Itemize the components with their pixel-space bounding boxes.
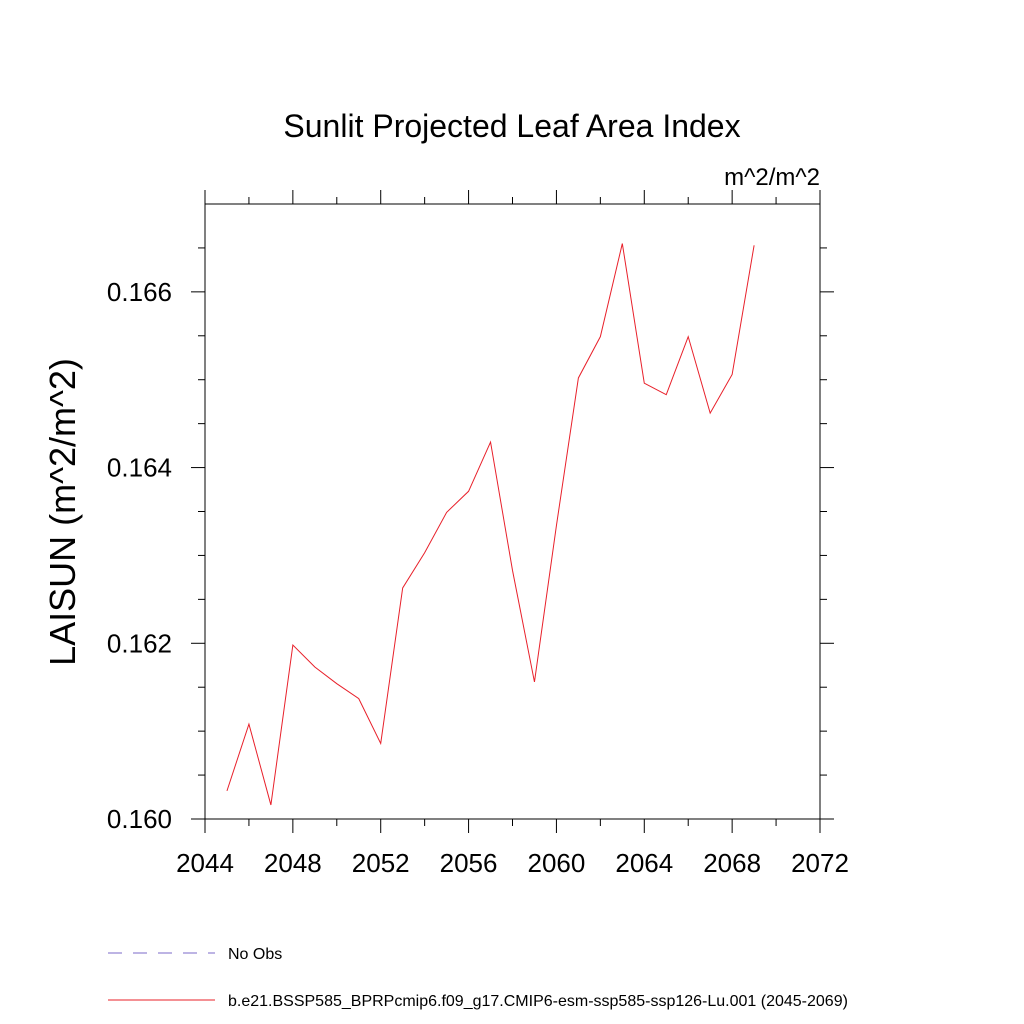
x-tick-label: 2068 [703, 848, 761, 878]
axis-ticks: 2044 2048 2052 2056 2060 2064 2068 2072 0.160 0.1… [107, 190, 849, 878]
units-label: m^2/m^2 [724, 164, 820, 191]
legend: No Obs b.e21.BSSP585_BPRPcmip6.f09_g17.CM… [108, 946, 848, 1010]
chart-title: Sunlit Projected Leaf Area Index [283, 108, 740, 144]
legend-label: b.e21.BSSP585_BPRPcmip6.f09_g17.CMIP6-es… [228, 993, 848, 1010]
x-tick-label: 2048 [264, 848, 322, 878]
y-tick-label: 0.162 [107, 628, 172, 658]
series-line-1 [226, 243, 755, 806]
x-tick-label: 2052 [352, 848, 410, 878]
x-tick-label: 2056 [440, 848, 498, 878]
y-tick-label: 0.164 [107, 453, 172, 483]
y-axis-label: LAISUN (m^2/m^2) [42, 358, 83, 666]
x-tick-label: 2060 [528, 848, 586, 878]
series-lines [226, 243, 755, 806]
y-tick-label: 0.160 [107, 804, 172, 834]
x-tick-label: 2072 [791, 848, 849, 878]
y-tick-label: 0.166 [107, 277, 172, 307]
legend-label: No Obs [228, 946, 282, 963]
plot-frame [204, 203, 821, 820]
x-tick-label: 2064 [615, 848, 673, 878]
x-tick-label: 2044 [176, 848, 234, 878]
